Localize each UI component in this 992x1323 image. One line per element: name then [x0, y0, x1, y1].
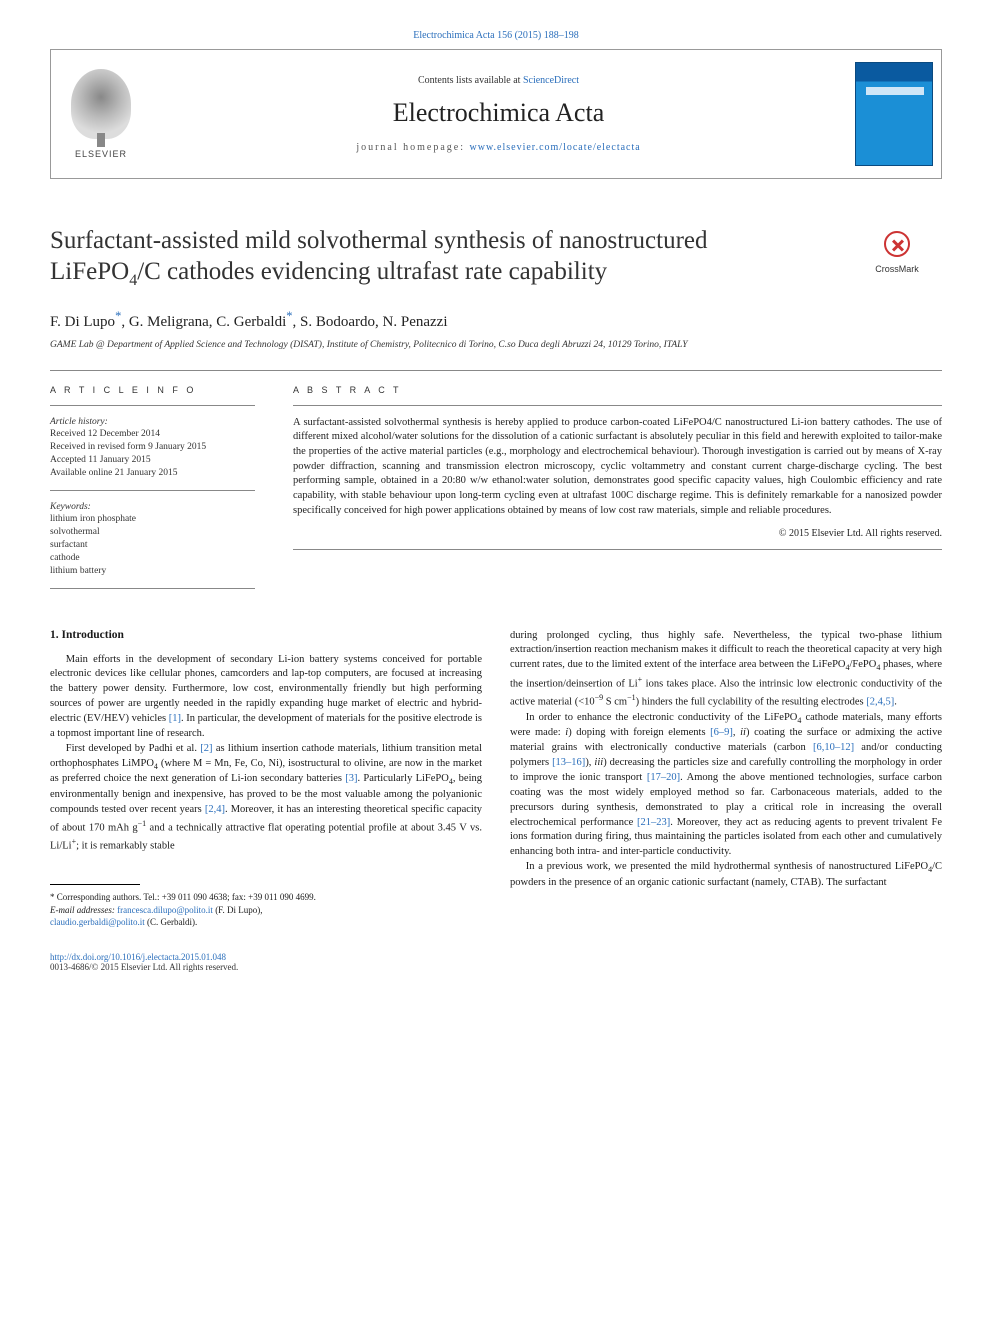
article-info-heading: A R T I C L E I N F O	[50, 385, 255, 395]
contents-prefix: Contents lists available at	[418, 75, 523, 86]
keywords-label: Keywords:	[50, 502, 91, 512]
history-item: Available online 21 January 2015	[50, 468, 178, 478]
title-line2-pre: LiFePO	[50, 258, 129, 285]
publisher-name: ELSEVIER	[75, 149, 127, 159]
footnote-rule	[50, 884, 140, 885]
doi-link[interactable]: http://dx.doi.org/10.1016/j.electacta.20…	[50, 952, 226, 962]
keywords-block: Keywords: lithium iron phosphate solvoth…	[50, 501, 255, 578]
divider	[50, 405, 255, 406]
body-paragraph: Main efforts in the development of secon…	[50, 653, 482, 742]
title-line1: Surfactant-assisted mild solvothermal sy…	[50, 227, 708, 254]
ref-link[interactable]: [21–23]	[637, 817, 670, 828]
copyright-line: © 2015 Elsevier Ltd. All rights reserved…	[293, 528, 942, 539]
authors-line: F. Di Lupo*, G. Meligrana, C. Gerbaldi*,…	[50, 309, 942, 331]
corr-marker: *	[286, 309, 292, 323]
divider	[293, 549, 942, 550]
ref-link[interactable]: [2,4]	[205, 804, 225, 815]
homepage-line: journal homepage: www.elsevier.com/locat…	[356, 142, 640, 153]
keyword: lithium battery	[50, 566, 106, 576]
ref-link[interactable]: [13–16]	[552, 757, 585, 768]
history-item: Accepted 11 January 2015	[50, 455, 151, 465]
footnote-corr: * Corresponding authors. Tel.: +39 011 0…	[50, 892, 316, 902]
divider	[50, 588, 255, 589]
issn-line: 0013-4686/© 2015 Elsevier Ltd. All right…	[50, 962, 238, 972]
abstract-column: A B S T R A C T A surfactant-assisted so…	[275, 371, 942, 599]
footnote-email-label: E-mail addresses:	[50, 905, 117, 915]
running-citation: Electrochimica Acta 156 (2015) 188–198	[50, 30, 942, 41]
abstract-heading: A B S T R A C T	[293, 385, 942, 395]
history-item: Received 12 December 2014	[50, 429, 160, 439]
ref-link[interactable]: [2,4,5]	[866, 697, 894, 708]
sciencedirect-link[interactable]: ScienceDirect	[523, 75, 579, 86]
article-title: Surfactant-assisted mild solvothermal sy…	[50, 225, 852, 291]
corresponding-footnote: * Corresponding authors. Tel.: +39 011 0…	[50, 891, 482, 927]
contents-line: Contents lists available at ScienceDirec…	[418, 75, 579, 86]
journal-title: Electrochimica Acta	[393, 98, 605, 128]
keyword: lithium iron phosphate	[50, 514, 136, 524]
keyword: cathode	[50, 553, 80, 563]
header-center: Contents lists available at ScienceDirec…	[151, 50, 846, 178]
keyword: surfactant	[50, 540, 87, 550]
doi-block: http://dx.doi.org/10.1016/j.electacta.20…	[50, 952, 482, 972]
cover-thumb-cell	[846, 50, 941, 178]
footnote-who: (C. Gerbaldi).	[145, 917, 197, 927]
corr-marker: *	[115, 309, 121, 323]
journal-cover-icon	[855, 62, 933, 166]
ref-link[interactable]: [17–20]	[647, 772, 680, 783]
title-sub: 4	[129, 272, 137, 289]
publisher-logo-cell: ELSEVIER	[51, 50, 151, 178]
ref-link[interactable]: [3]	[345, 773, 357, 784]
abstract-text: A surfactant-assisted solvothermal synth…	[293, 416, 942, 519]
divider	[50, 490, 255, 491]
body-column-right: during prolonged cycling, thus highly sa…	[510, 629, 942, 972]
crossmark-widget[interactable]: CrossMark	[852, 225, 942, 291]
email-link[interactable]: claudio.gerbaldi@polito.it	[50, 917, 145, 927]
crossmark-label: CrossMark	[852, 264, 942, 274]
ref-link[interactable]: [6–9]	[710, 727, 733, 738]
body-paragraph: First developed by Padhi et al. [2] as l…	[50, 742, 482, 854]
journal-header-box: ELSEVIER Contents lists available at Sci…	[50, 49, 942, 179]
keyword: solvothermal	[50, 527, 100, 537]
elsevier-tree-icon	[71, 69, 131, 139]
affiliation: GAME Lab @ Department of Applied Science…	[50, 339, 942, 351]
email-link[interactable]: francesca.dilupo@polito.it	[117, 905, 213, 915]
footnote-who: (F. Di Lupo),	[213, 905, 263, 915]
crossmark-icon	[884, 231, 910, 257]
body-column-left: 1. Introduction Main efforts in the deve…	[50, 629, 482, 972]
title-line2-post: /C cathodes evidencing ultrafast rate ca…	[137, 258, 607, 285]
ref-link[interactable]: [1]	[169, 713, 181, 724]
journal-homepage-link[interactable]: www.elsevier.com/locate/electacta	[470, 142, 641, 153]
section-heading: 1. Introduction	[50, 629, 482, 641]
ref-link[interactable]: [6,10–12]	[813, 742, 854, 753]
ref-link[interactable]: [2]	[200, 743, 212, 754]
homepage-prefix: journal homepage:	[356, 142, 469, 153]
article-history: Article history: Received 12 December 20…	[50, 416, 255, 480]
body-paragraph: In order to enhance the electronic condu…	[510, 711, 942, 861]
body-paragraph: In a previous work, we presented the mil…	[510, 860, 942, 890]
divider	[293, 405, 942, 406]
history-label: Article history:	[50, 417, 108, 427]
article-info-column: A R T I C L E I N F O Article history: R…	[50, 371, 275, 599]
body-paragraph: during prolonged cycling, thus highly sa…	[510, 629, 942, 711]
history-item: Received in revised form 9 January 2015	[50, 442, 206, 452]
